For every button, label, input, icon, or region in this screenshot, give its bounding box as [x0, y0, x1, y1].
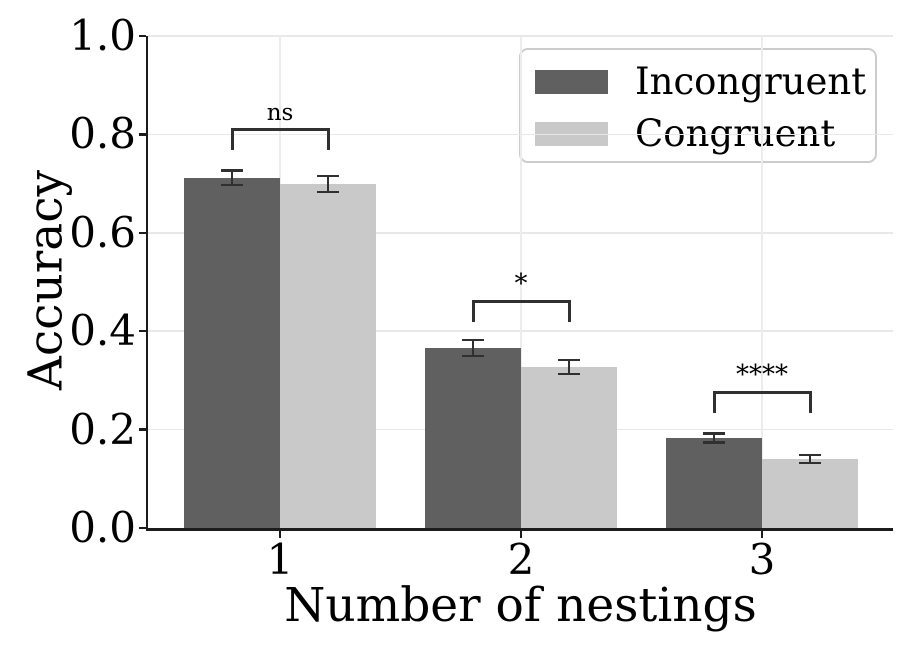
significance-label: ns: [266, 100, 294, 127]
error-bar-line: [712, 433, 716, 443]
y-tick: [138, 34, 146, 38]
error-bar-cap: [558, 372, 580, 376]
legend: Incongruent Congruent: [519, 48, 877, 163]
y-tick: [138, 428, 146, 431]
y-tick: [138, 329, 146, 333]
y-tick: [138, 231, 146, 235]
y-tick-label: 0.2: [69, 404, 136, 454]
x-tick: [760, 531, 764, 538]
x-tick-label: 2: [507, 535, 535, 584]
bar-congruent-2: [521, 367, 617, 528]
y-tick-label: 0.8: [69, 109, 136, 159]
bar-incongruent-1: [184, 177, 280, 528]
significance-bracket: [230, 128, 330, 150]
x-tick-label: 3: [748, 535, 776, 584]
legend-label: Congruent: [635, 112, 836, 155]
bar-congruent-1: [280, 184, 376, 528]
y-tick-label: 0.6: [69, 207, 136, 257]
significance-label: ****: [736, 360, 788, 391]
v-gridline: [520, 36, 522, 528]
error-bar-cap: [799, 461, 821, 465]
error-bar-cap: [317, 174, 339, 178]
error-bar-line: [471, 340, 475, 356]
significance-label: *: [514, 269, 528, 300]
y-tick: [138, 526, 146, 530]
error-bar-cap: [799, 453, 821, 457]
error-bar-cap: [317, 190, 339, 194]
bar-incongruent-2: [425, 347, 521, 528]
x-axis-label: Number of nestings: [284, 578, 757, 633]
y-tick: [138, 133, 146, 136]
error-bar-cap: [558, 358, 580, 362]
y-axis-spine: [145, 36, 148, 531]
x-tick: [278, 531, 282, 538]
y-tick-label: 0.0: [69, 503, 136, 552]
x-axis-spine: [145, 528, 893, 531]
error-bar-cap: [462, 354, 484, 358]
legend-item-congruent: Congruent: [521, 111, 875, 157]
bar-incongruent-3: [666, 437, 762, 528]
error-bar-line: [230, 170, 234, 186]
legend-swatch-icon: [535, 70, 608, 94]
y-tick-label: 0.4: [69, 306, 136, 356]
error-bar-cap: [703, 432, 725, 435]
x-tick: [519, 531, 523, 538]
bar-congruent-3: [762, 459, 858, 528]
y-tick-label: 1.0: [69, 11, 136, 60]
error-bar-line: [326, 176, 330, 192]
error-bar-line: [808, 455, 812, 464]
x-tick-label: 1: [266, 535, 294, 584]
significance-bracket: [471, 300, 571, 323]
legend-item-incongruent: Incongruent: [521, 59, 875, 105]
legend-label: Incongruent: [635, 60, 867, 103]
y-axis-label: Accuracy: [18, 169, 74, 391]
error-bar-cap: [221, 169, 243, 172]
v-gridline: [761, 36, 763, 528]
error-bar-cap: [462, 338, 484, 342]
error-bar-cap: [703, 441, 725, 444]
significance-bracket: [712, 391, 812, 414]
error-bar-line: [567, 360, 571, 374]
error-bar-cap: [221, 183, 243, 187]
